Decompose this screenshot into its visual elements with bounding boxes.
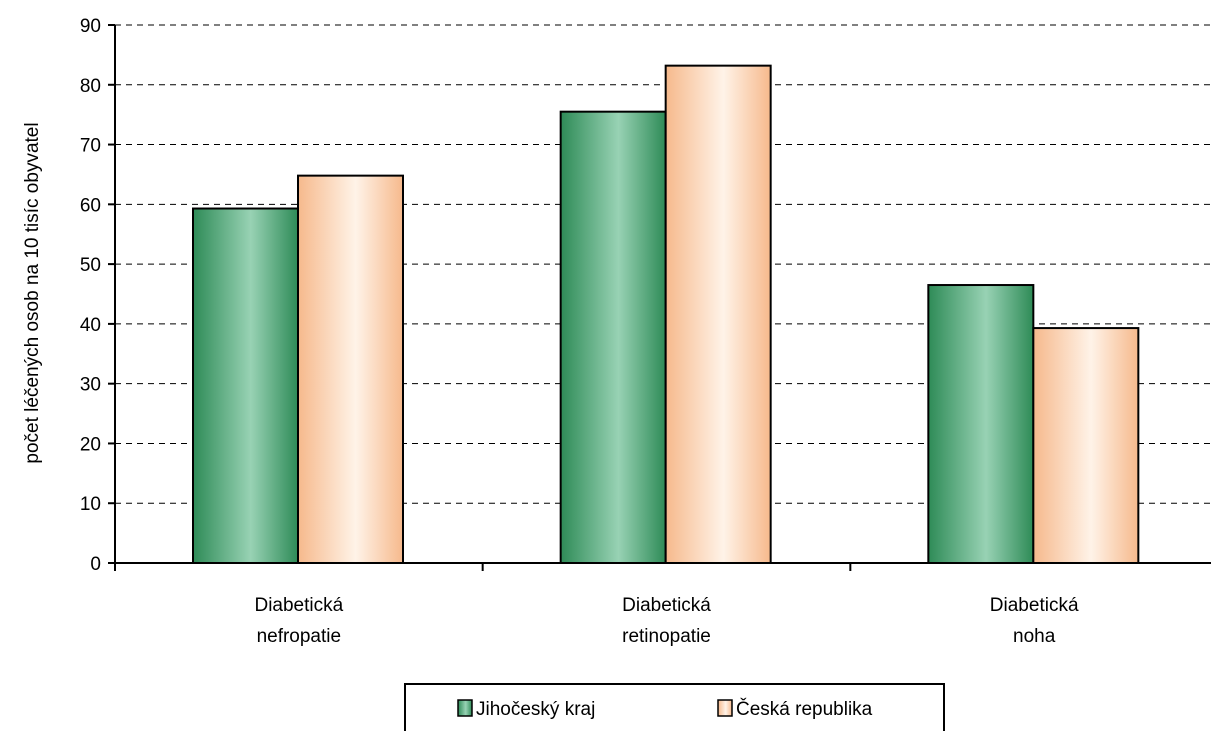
y-tick-label: 20 xyxy=(80,434,101,455)
legend-swatch xyxy=(718,700,732,716)
y-tick-label: 40 xyxy=(80,315,101,336)
x-category-label: nefropatie xyxy=(257,626,342,647)
x-category-label: retinopatie xyxy=(622,626,711,647)
bar xyxy=(1033,328,1138,563)
bar xyxy=(561,112,666,563)
bar xyxy=(193,209,298,563)
bars xyxy=(193,66,1138,563)
legend-swatch xyxy=(458,700,472,716)
bar xyxy=(298,176,403,563)
y-axis-label: počet léčených osob na 10 tisíc obyvatel xyxy=(22,122,43,463)
y-tick-label: 0 xyxy=(90,554,101,575)
legend-label: Česká republika xyxy=(736,698,873,720)
y-tick-label: 60 xyxy=(80,195,101,216)
y-tick-label: 90 xyxy=(80,16,101,37)
bar xyxy=(928,285,1033,563)
y-tick-label: 80 xyxy=(80,76,101,97)
x-category-label: Diabetická xyxy=(622,595,711,616)
y-tick-label: 70 xyxy=(80,136,101,157)
y-tick-labels: 0 10 20 30 40 50 60 70 80 90 xyxy=(80,16,101,575)
y-tick-label: 10 xyxy=(80,494,101,515)
x-category-label: Diabetická xyxy=(254,595,343,616)
y-tick-label: 50 xyxy=(80,255,101,276)
legend: Jihočeský kraj Česká republika xyxy=(405,684,944,731)
bar xyxy=(666,66,771,563)
x-category-label: noha xyxy=(1013,626,1056,647)
legend-label: Jihočeský kraj xyxy=(476,699,595,720)
x-category-labels: Diabetická nefropatie Diabetická retinopati… xyxy=(254,595,1078,647)
y-tick-label: 30 xyxy=(80,375,101,396)
x-category-label: Diabetická xyxy=(990,595,1079,616)
